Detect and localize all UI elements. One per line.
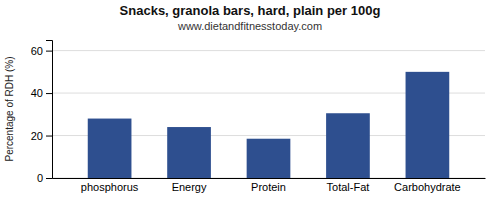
tick: Protein xyxy=(251,181,286,193)
bar xyxy=(406,72,450,178)
subtitle: www.dietandfitnesstoday.com xyxy=(177,20,322,32)
tick: 60 xyxy=(31,45,52,57)
plot: 0 20 40 60 phosphorus Energy Protein Total-Fat C… xyxy=(31,41,486,193)
grid-line xyxy=(52,50,485,51)
grid xyxy=(52,51,485,178)
title: Snacks, granola bars, hard, plain per 10… xyxy=(120,3,381,18)
tick-label: 60 xyxy=(31,45,43,57)
bar xyxy=(326,113,370,178)
bars xyxy=(88,72,449,178)
tick-label: 20 xyxy=(31,130,43,142)
tick-mark xyxy=(46,51,52,52)
tick-mark xyxy=(46,93,52,94)
tick: phosphorus xyxy=(81,181,139,193)
tick-label: Energy xyxy=(172,181,207,193)
tick: 0 xyxy=(37,172,52,184)
y-axis-title: Percentage of RDH (%) xyxy=(4,56,15,161)
tick: 40 xyxy=(31,87,52,99)
tick-mark xyxy=(46,178,52,179)
tick-label: 0 xyxy=(37,172,43,184)
tick-label: Carbohydrate xyxy=(394,181,461,193)
x-axis: phosphorus Energy Protein Total-Fat Carbohyd… xyxy=(53,179,486,193)
tick: Energy xyxy=(172,181,207,193)
tick-label: phosphorus xyxy=(81,181,139,193)
tick-label: Total-Fat xyxy=(327,181,370,193)
bar xyxy=(88,119,132,178)
chart: Snacks, granola bars, hard, plain per 10… xyxy=(0,0,500,200)
tick-label: Protein xyxy=(251,181,286,193)
tick: 20 xyxy=(31,130,52,142)
tick: Carbohydrate xyxy=(394,181,461,193)
tick-label: 40 xyxy=(31,87,43,99)
bar xyxy=(247,139,291,178)
axis-line xyxy=(46,41,53,179)
tick-mark xyxy=(46,136,52,137)
axis-line xyxy=(53,178,486,179)
bar xyxy=(167,127,211,178)
y-axis: 0 20 40 60 xyxy=(31,41,53,185)
tick: Total-Fat xyxy=(327,181,370,193)
